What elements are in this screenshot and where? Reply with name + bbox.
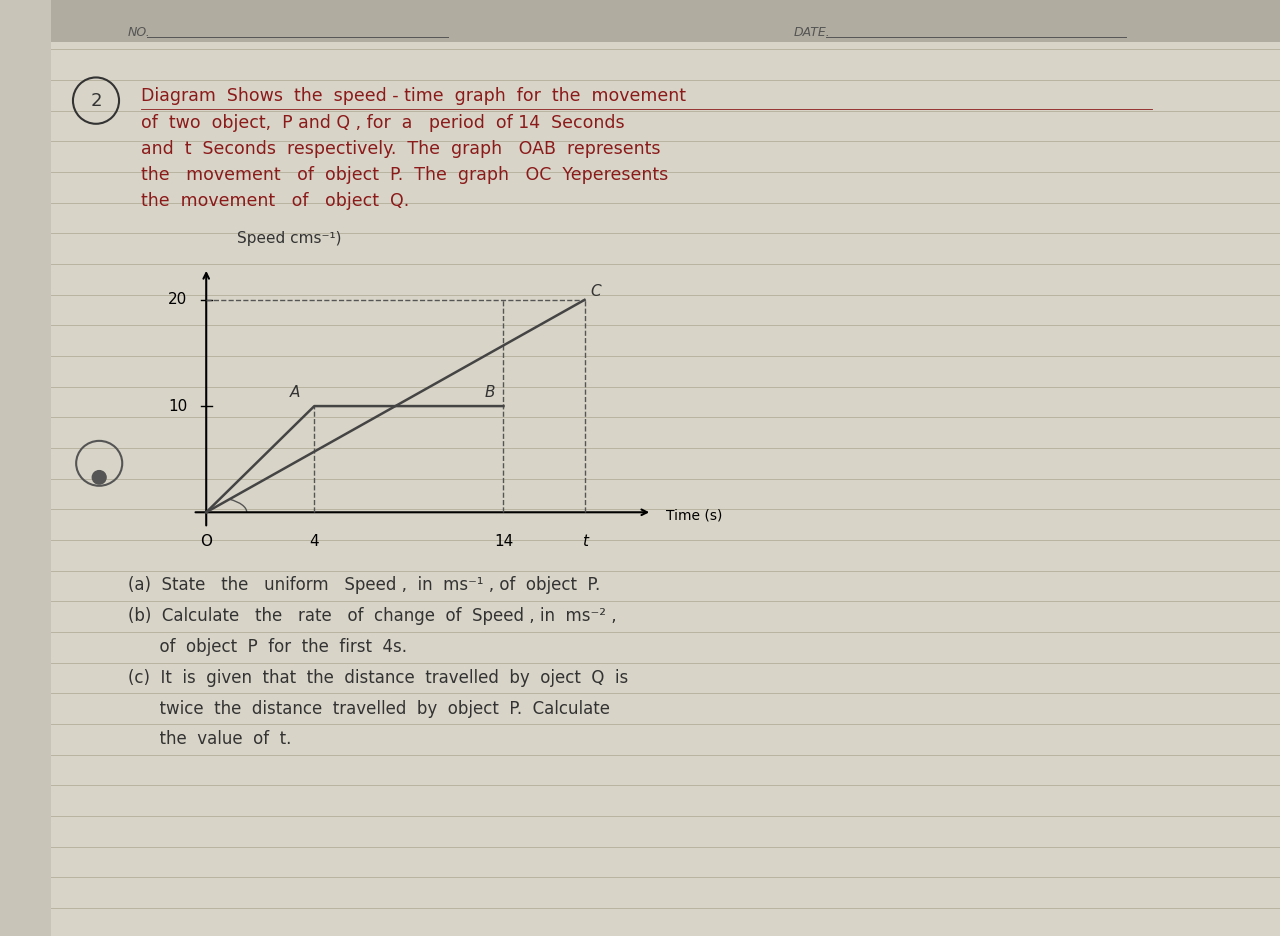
- Text: Time (s): Time (s): [666, 508, 722, 522]
- Text: Diagram  Shows  the  speed - time  graph  for  the  movement: Diagram Shows the speed - time graph for…: [141, 87, 686, 106]
- Text: O: O: [200, 534, 212, 548]
- Text: 20: 20: [168, 292, 187, 307]
- Text: 2: 2: [91, 92, 101, 110]
- Text: twice  the  distance  travelled  by  object  P.  Calculate: twice the distance travelled by object P…: [128, 699, 611, 718]
- Text: 14: 14: [494, 534, 513, 548]
- Text: the  movement   of   object  Q.: the movement of object Q.: [141, 192, 410, 211]
- Text: A: A: [291, 385, 301, 400]
- Text: t: t: [581, 534, 588, 548]
- Text: the   movement   of  object  P.  The  graph   OC  Yeperesents: the movement of object P. The graph OC Y…: [141, 166, 668, 184]
- Text: B: B: [485, 385, 495, 400]
- Text: (c)  It  is  given  that  the  distance  travelled  by  oject  Q  is: (c) It is given that the distance travel…: [128, 668, 628, 687]
- Text: of  two  object,  P and Q , for  a   period  of 14  Seconds: of two object, P and Q , for a period of…: [141, 113, 625, 132]
- Circle shape: [92, 471, 106, 484]
- Text: (b)  Calculate   the   rate   of  change  of  Speed , in  ms⁻² ,: (b) Calculate the rate of change of Spee…: [128, 607, 617, 625]
- Text: NO.: NO.: [128, 26, 151, 39]
- Text: 4: 4: [310, 534, 319, 548]
- Text: of  object  P  for  the  first  4s.: of object P for the first 4s.: [128, 637, 407, 656]
- Text: 10: 10: [168, 399, 187, 414]
- Text: DATE.: DATE.: [794, 26, 831, 39]
- Text: the  value  of  t.: the value of t.: [128, 730, 292, 749]
- Text: C: C: [590, 284, 600, 299]
- Text: and  t  Seconds  respectively.  The  graph   OAB  represents: and t Seconds respectively. The graph OA…: [141, 139, 660, 158]
- Text: (a)  State   the   uniform   Speed ,  in  ms⁻¹ , of  object  P.: (a) State the uniform Speed , in ms⁻¹ , …: [128, 576, 600, 594]
- Text: Speed cms⁻¹): Speed cms⁻¹): [237, 231, 342, 246]
